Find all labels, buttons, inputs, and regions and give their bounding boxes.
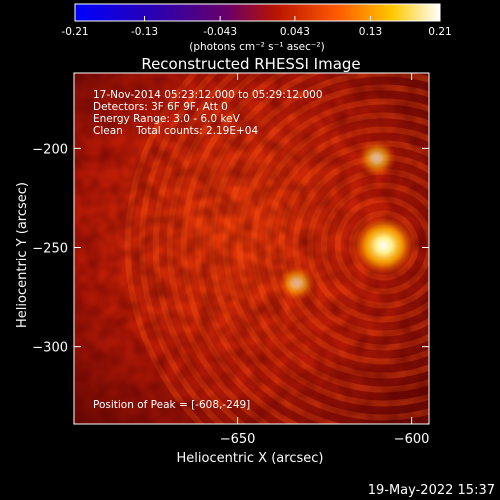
- chart-title: Reconstructed RHESSI Image: [141, 55, 360, 73]
- x-axis-label: Heliocentric X (arcsec): [177, 451, 324, 466]
- colorbar-ticks: -0.21 -0.13 -0.043 0.043 0.13 0.21: [61, 16, 452, 38]
- colorbar-tick-label: 0.13: [359, 26, 382, 38]
- x-tick-label: −600: [394, 432, 430, 447]
- emission-source: [278, 265, 316, 301]
- emission-source: [351, 215, 416, 276]
- y-axis-label: Heliocentric Y (arcsec): [15, 182, 30, 328]
- info-energy-range: Energy Range: 3.0 - 6.0 keV: [93, 113, 241, 125]
- colorbar-units: (photons cm⁻² s⁻¹ asec⁻²): [189, 41, 324, 53]
- peak-position-label: Position of Peak = [-608,-249]: [93, 399, 250, 411]
- plot-frame: [73, 72, 430, 425]
- info-block: 17-Nov-2014 05:23:12.000 to 05:29:12.000…: [93, 89, 323, 137]
- generated-timestamp: 19-May-2022 15:37: [368, 483, 495, 498]
- colorbar-gradient: [74, 3, 441, 22]
- x-axis-ticks: −650−600−550: [220, 73, 430, 447]
- emission-source: [357, 139, 397, 177]
- x-tick-label: −650: [220, 432, 256, 447]
- colorbar-tick-label: -0.043: [203, 26, 237, 38]
- colorbar-tick-label: -0.21: [61, 26, 88, 38]
- emission-source: [466, 215, 500, 264]
- colorbar-tick-label: 0.043: [280, 26, 310, 38]
- y-tick-label: −300: [32, 341, 68, 356]
- info-total-counts: Clean Total counts: 2.19E+04: [93, 125, 258, 137]
- colorbar-tick-label: 0.21: [428, 26, 451, 38]
- info-time-range: 17-Nov-2014 05:23:12.000 to 05:29:12.000: [93, 89, 323, 101]
- info-detectors: Detectors: 3F 6F 9F, Att 0: [93, 101, 228, 113]
- colorbar-tick-label: -0.13: [131, 26, 158, 38]
- image-plot: [74, 73, 500, 424]
- y-tick-label: −200: [32, 142, 68, 157]
- colorbar: -0.21 -0.13 -0.043 0.043 0.13 0.21 (photons c…: [61, 3, 452, 53]
- emission-sources: [278, 139, 500, 301]
- y-axis-ticks: −200 −250 −300: [32, 142, 429, 356]
- y-tick-label: −250: [32, 242, 68, 257]
